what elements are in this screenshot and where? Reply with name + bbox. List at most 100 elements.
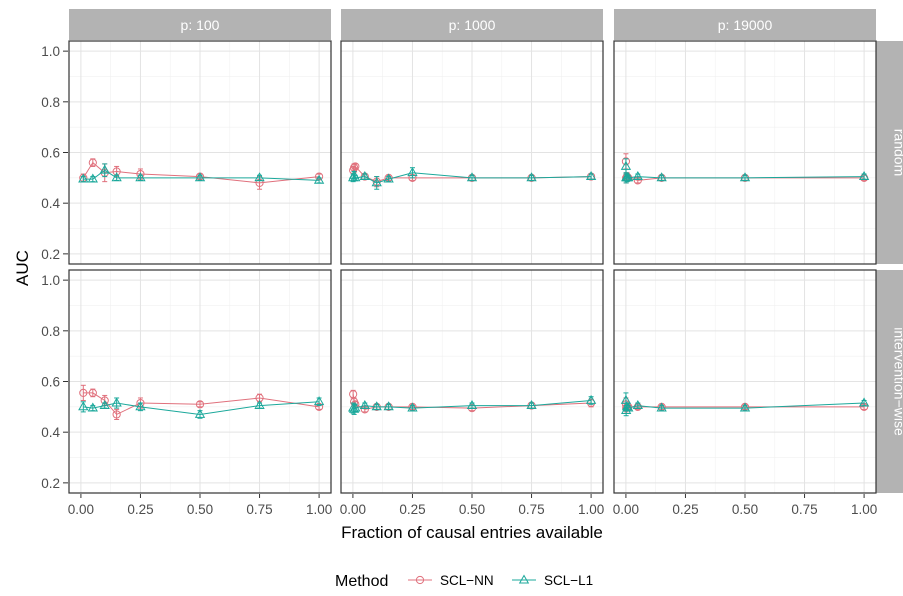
- data-point-scl-nn: [79, 388, 88, 398]
- column-strip-p-1000: [341, 9, 603, 40]
- data-point-scl-l1: [135, 401, 146, 411]
- panel-p-1000-random: [340, 40, 604, 265]
- x-tick-label: 0.25: [127, 502, 153, 517]
- data-point-scl-l1: [254, 399, 265, 409]
- x-tick-label: 0.50: [732, 502, 758, 517]
- y-tick-label: 1.0: [41, 44, 60, 59]
- x-tick-label: 0.25: [399, 502, 425, 517]
- data-point-scl-l1: [359, 170, 370, 180]
- data-point-scl-l1: [858, 170, 870, 180]
- data-point-scl-l1: [858, 397, 870, 407]
- data-point-scl-l1: [194, 172, 206, 182]
- data-point-scl-l1: [111, 172, 122, 182]
- series-line-scl-nn: [82, 161, 320, 184]
- data-point-scl-l1: [371, 177, 382, 187]
- row-strip-label-random: random: [892, 129, 903, 176]
- x-tick-label: 1.00: [306, 502, 332, 517]
- row-strip-random: [876, 41, 903, 264]
- data-point-scl-l1: [78, 401, 89, 411]
- data-point-scl-l1: [313, 396, 325, 406]
- column-strip-label-p-100: p: 100: [181, 17, 220, 33]
- x-tick-label: 0.00: [68, 502, 94, 517]
- x-axis-title: Fraction of causal entries available: [341, 523, 603, 542]
- panel-p-19000-random: [613, 40, 877, 265]
- data-point-scl-l1: [585, 170, 597, 180]
- panel-border: [340, 269, 604, 494]
- data-point-scl-l1: [632, 399, 643, 409]
- legend-title: Method: [335, 573, 388, 590]
- data-point-scl-l1: [254, 172, 265, 182]
- data-point-scl-l1: [526, 172, 537, 182]
- x-tick-label: 1.00: [578, 502, 604, 517]
- data-point-scl-l1: [407, 167, 418, 177]
- data-point-scl-l1: [383, 401, 394, 411]
- panel-border: [68, 40, 332, 265]
- data-point-scl-nn: [195, 400, 205, 409]
- y-tick-label: 0.2: [41, 476, 60, 491]
- x-tick-label: 0.50: [187, 502, 213, 517]
- series-line-scl-nn: [83, 392, 320, 416]
- error-bar-scl-nn: [197, 401, 203, 408]
- error-bar-scl-nn: [80, 384, 86, 402]
- column-strip-p-100: [69, 9, 331, 40]
- data-point-scl-l1: [111, 397, 122, 407]
- data-point-scl-l1: [407, 402, 418, 412]
- data-point-scl-l1: [656, 172, 667, 182]
- x-tick-label: 0.00: [340, 502, 366, 517]
- legend-item-scl-nn: SCL−NN: [408, 573, 494, 588]
- x-tick-label: 0.00: [613, 502, 639, 517]
- data-point-scl-l1: [739, 402, 751, 412]
- column-strip-p-19000: [614, 9, 876, 40]
- data-point-scl-nn: [88, 388, 97, 398]
- row-strip-intervention-wise: [876, 270, 903, 493]
- data-point-scl-l1: [359, 399, 370, 409]
- panel-p-100-intervention-wise: [68, 269, 332, 494]
- x-tick-label: 0.75: [791, 502, 817, 517]
- data-point-scl-nn: [112, 410, 121, 419]
- legend-scl-l1-marker: [518, 574, 530, 584]
- y-tick-label: 1.0: [41, 273, 60, 288]
- facet-panels: p: 100 p: 1000 p: 19000 random intervention−…: [41, 9, 903, 517]
- data-point-scl-l1: [585, 394, 597, 404]
- data-point-scl-l1: [87, 402, 98, 412]
- data-point-scl-l1: [78, 173, 89, 183]
- y-tick-label: 0.8: [41, 95, 60, 110]
- row-strip-label-intervention-wise: intervention−wise: [892, 327, 903, 436]
- data-point-scl-l1: [620, 160, 632, 170]
- legend-item-scl-l1: SCL−L1: [512, 573, 593, 588]
- data-point-scl-l1: [623, 172, 634, 182]
- data-point-scl-l1: [656, 402, 667, 412]
- legend-scl-l1-label: SCL−L1: [544, 573, 593, 588]
- data-point-scl-l1: [99, 399, 110, 409]
- x-tick-label: 0.25: [672, 502, 698, 517]
- data-point-scl-nn: [351, 162, 360, 171]
- data-point-scl-l1: [466, 399, 478, 409]
- x-tick-label: 0.75: [518, 502, 544, 517]
- data-point-scl-l1: [371, 401, 382, 411]
- column-strip-label-p-19000: p: 19000: [718, 17, 773, 33]
- data-point-scl-l1: [383, 173, 394, 183]
- y-axis-title: AUC: [13, 250, 32, 286]
- y-tick-label: 0.6: [41, 146, 60, 161]
- data-point-scl-l1: [350, 402, 361, 412]
- data-point-scl-l1: [87, 173, 98, 183]
- data-point-scl-l1: [623, 402, 634, 412]
- series-line-scl-l1: [352, 400, 592, 411]
- x-tick-label: 1.00: [851, 502, 877, 517]
- panel-border: [613, 269, 877, 494]
- panel-border: [613, 40, 877, 265]
- data-point-scl-l1: [194, 408, 206, 418]
- legend-scl-nn-label: SCL−NN: [440, 573, 494, 588]
- data-point-scl-l1: [739, 172, 751, 182]
- error-bar-scl-nn: [352, 163, 358, 170]
- data-point-scl-l1: [526, 399, 537, 409]
- y-tick-label: 0.4: [41, 196, 60, 211]
- data-point-scl-l1: [466, 172, 478, 182]
- panel-border: [340, 40, 604, 265]
- panel-p-100-random: [68, 40, 332, 265]
- y-tick-label: 0.2: [41, 247, 60, 262]
- legend-scl-nn-marker: [415, 575, 425, 585]
- panel-border: [68, 269, 332, 494]
- x-tick-label: 0.50: [459, 502, 485, 517]
